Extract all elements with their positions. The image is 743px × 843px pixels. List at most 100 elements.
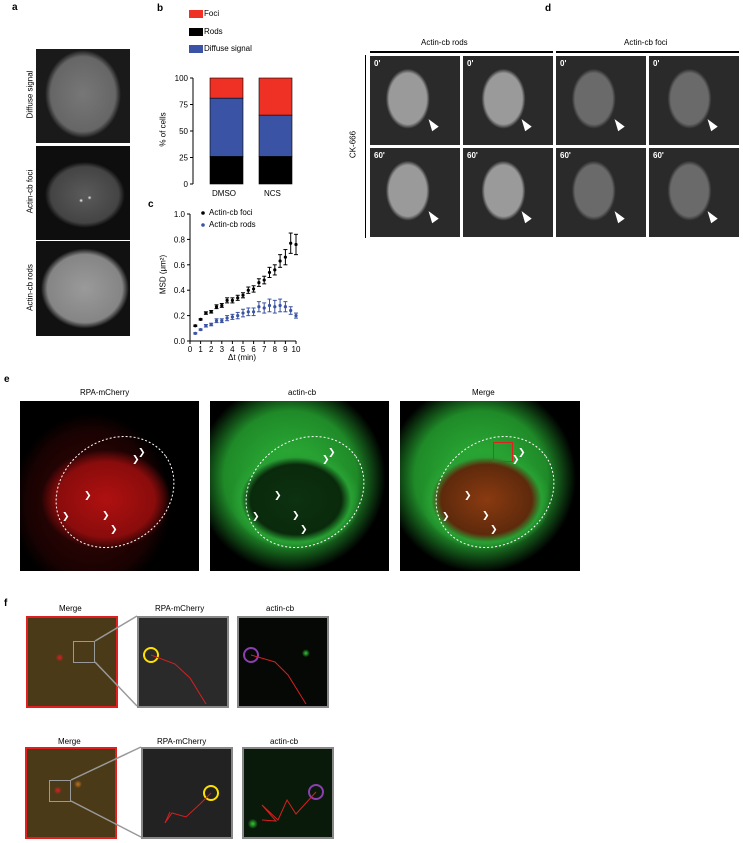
- point-actin-cb-rods: [204, 324, 208, 328]
- chevron-arrow-icon: ❯: [482, 511, 490, 521]
- point-actin-cb-foci: [230, 298, 234, 302]
- chart-c-xtick-label: 4: [230, 345, 235, 354]
- f2-zoom-box: [49, 780, 71, 802]
- chevron-arrow-icon: ❯: [84, 491, 92, 501]
- point-actin-cb-foci: [257, 280, 261, 285]
- chart-c-ytick-label: 0.2: [174, 312, 186, 321]
- nucleus-outline: [435, 436, 555, 548]
- point-actin-cb-foci: [252, 287, 256, 291]
- point-actin-cb-rods: [289, 308, 293, 313]
- panel-a-label: a: [12, 2, 18, 13]
- point-actin-cb-rods: [209, 322, 213, 327]
- f1-title-rpa: RPA-mCherry: [155, 604, 205, 613]
- timepoint-label: 60': [374, 151, 385, 160]
- chart-c-xtick-label: 3: [220, 345, 225, 354]
- point-actin-cb-foci: [241, 293, 245, 297]
- point-actin-cb-foci: [289, 241, 293, 245]
- point-actin-cb-foci: [283, 255, 287, 259]
- f1-track-rpa: [150, 654, 207, 705]
- f1-purple-circle: [243, 647, 259, 663]
- merge-zoom-box: [493, 442, 513, 462]
- chevron-arrow-icon: ❯: [138, 448, 146, 458]
- legend-label-foci: Foci: [204, 9, 220, 18]
- chevron-arrow-icon: ❯: [62, 512, 70, 522]
- chevron-arrow-icon: ❯: [442, 512, 450, 522]
- chart-c-xtick-label: 10: [292, 345, 301, 354]
- chart-c-xtick-label: 8: [273, 345, 278, 354]
- f2-yellow-circle: [203, 785, 219, 801]
- point-actin-cb-rods: [230, 315, 234, 319]
- e-image-rpa-mcherry: [20, 401, 199, 571]
- row-line-ck666: [365, 55, 366, 238]
- chart-b-ytick-label: 100: [175, 74, 189, 83]
- e-title-merge: Merge: [472, 388, 495, 397]
- d-image-rods-0: 0': [370, 56, 460, 145]
- panel-f-label: f: [4, 598, 8, 609]
- chart-b-ytick-label: 50: [179, 127, 188, 136]
- chevron-arrow-icon: ❯: [518, 448, 526, 458]
- chart-c-ytick-label: 0.4: [174, 286, 186, 295]
- bar-dmso-foci: [209, 77, 244, 99]
- d-image-rods-60: 60': [370, 148, 460, 237]
- bar-ncs-diffuse-signal: [258, 114, 293, 157]
- timepoint-label: 0': [653, 59, 660, 68]
- chart-c-xtick-label: 2: [209, 345, 214, 354]
- chart-c-xtick-label: 5: [241, 345, 246, 354]
- panel-c-label: c: [148, 199, 154, 210]
- timepoint-label: 0': [560, 59, 567, 68]
- point-actin-cb-rods: [278, 303, 282, 308]
- chart-b-ytick-label: 25: [179, 154, 188, 163]
- chart-c-xtick-label: 0: [188, 345, 193, 354]
- d-image-rods-0: 0': [463, 56, 553, 145]
- d-image-foci-60: 60': [556, 148, 646, 237]
- point-actin-cb-rods: [294, 314, 298, 318]
- point-actin-cb-foci: [199, 317, 203, 322]
- f1-title-merge: Merge: [59, 604, 82, 613]
- f1-yellow-circle: [143, 647, 159, 663]
- chevron-arrow-icon: ❯: [322, 455, 330, 465]
- point-actin-cb-foci: [273, 268, 277, 272]
- f2-actin-image: [242, 747, 334, 839]
- f1-zoom-box: [73, 641, 95, 663]
- panel-d-label: d: [545, 3, 552, 14]
- panel-e-label: e: [4, 374, 10, 385]
- d-image-rods-60: 60': [463, 148, 553, 237]
- f1-connector-lines: [70, 615, 142, 838]
- point-actin-cb-foci: [278, 259, 282, 263]
- chevron-arrow-icon: ❯: [464, 491, 472, 501]
- point-actin-cb-rods: [214, 319, 219, 323]
- point-actin-cb-rods: [241, 311, 245, 315]
- nucleus-outline: [55, 436, 175, 548]
- timepoint-label: 0': [374, 59, 381, 68]
- f1-rpa-image: [137, 616, 229, 708]
- legend-swatch-rods: [189, 28, 203, 36]
- chevron-arrow-icon: ❯: [300, 525, 308, 535]
- e-title-rpa: RPA-mCherry: [80, 388, 130, 397]
- chevron-arrow-icon: ❯: [132, 455, 140, 465]
- point-actin-cb-rods: [283, 305, 287, 309]
- f2-purple-circle: [308, 784, 324, 800]
- chevron-arrow-icon: ❯: [490, 525, 498, 535]
- chart-c-legend-rods: Actin-cb rods: [209, 220, 256, 229]
- point-actin-cb-foci: [267, 270, 272, 275]
- point-actin-cb-foci: [193, 324, 197, 328]
- chart-c-xlabel: Δt (min): [228, 353, 257, 362]
- chevron-arrow-icon: ❯: [328, 448, 336, 458]
- chevron-arrow-icon: ❯: [110, 525, 118, 535]
- chart-c-ytick-label: 0.6: [174, 261, 186, 270]
- e-title-actin: actin-cb: [288, 388, 317, 397]
- point-actin-cb-rods: [273, 305, 277, 309]
- legend-label-diffuse: Diffuse signal: [204, 44, 252, 53]
- timepoint-label: 60': [467, 151, 478, 160]
- chart-c-ytick-label: 0.8: [174, 235, 186, 244]
- point-actin-cb-foci: [246, 288, 250, 292]
- nucleus-outline: [245, 436, 365, 548]
- d-image-foci-0: 0': [649, 56, 739, 145]
- point-actin-cb-rods: [193, 331, 197, 335]
- chart-c-xtick-label: 9: [283, 345, 288, 354]
- f2-track-actin: [261, 791, 317, 822]
- chart-c-xtick-label: 7: [262, 345, 267, 354]
- legend-marker-0: [201, 211, 205, 215]
